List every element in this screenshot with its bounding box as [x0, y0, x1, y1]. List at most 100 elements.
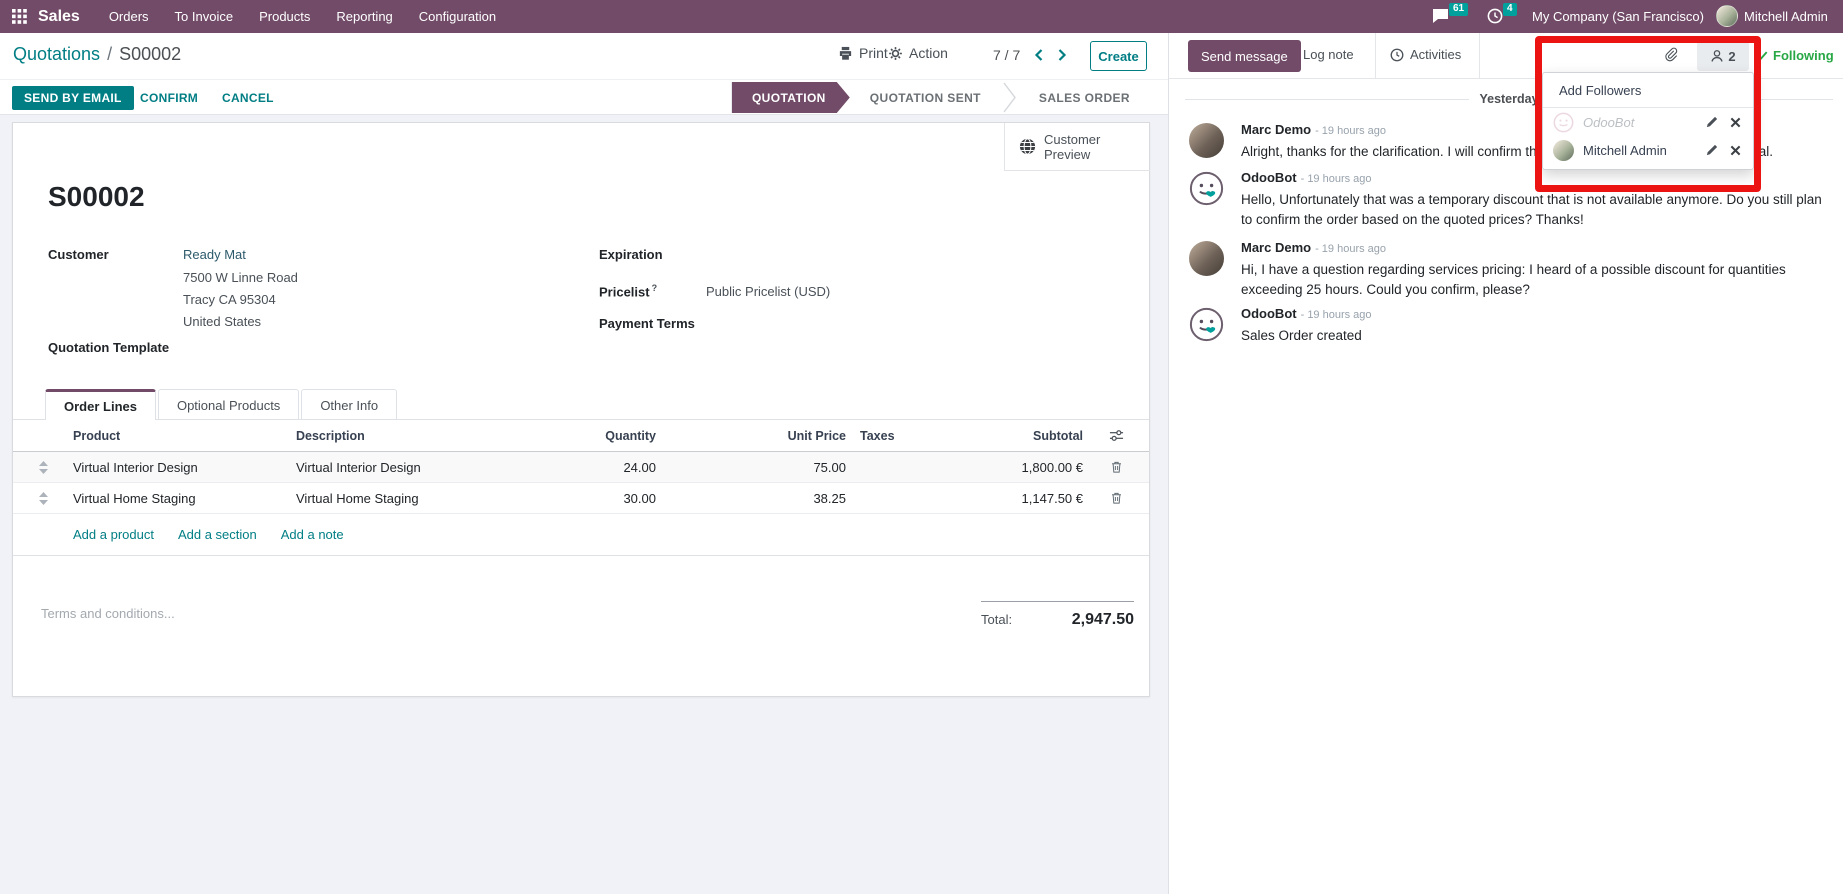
printer-icon — [839, 46, 852, 60]
cell-quantity[interactable]: 30.00 — [623, 490, 656, 506]
follower-row-odoobot[interactable]: OdooBot — [1543, 108, 1753, 136]
user-menu[interactable]: Mitchell Admin — [1744, 9, 1828, 24]
col-product[interactable]: Product — [73, 428, 121, 443]
cell-unit-price[interactable]: 38.25 — [813, 490, 846, 506]
terms-placeholder[interactable]: Terms and conditions... — [41, 606, 175, 621]
followers-button[interactable]: 2 — [1697, 41, 1749, 71]
quotation-sheet: Customer Preview S00002 Customer Ready M… — [12, 122, 1150, 697]
odoobot-avatar — [1189, 307, 1224, 342]
menu-configuration[interactable]: Configuration — [418, 9, 497, 24]
pricelist-value[interactable]: Public Pricelist (USD) — [706, 284, 831, 299]
col-description[interactable]: Description — [296, 428, 365, 443]
follower-name: Mitchell Admin — [1583, 142, 1667, 158]
cell-product[interactable]: Virtual Interior Design — [73, 459, 198, 475]
print-button[interactable]: Print — [838, 45, 888, 61]
activities-button[interactable]: Activities — [1390, 47, 1461, 62]
confirm-button[interactable]: CONFIRM — [140, 86, 198, 110]
breadcrumb-quotations[interactable]: Quotations — [13, 44, 101, 64]
pager-next-icon[interactable] — [1056, 48, 1068, 62]
add-note-link[interactable]: Add a note — [280, 527, 344, 542]
apps-grid-icon[interactable] — [0, 0, 38, 33]
tab-optional-products[interactable]: Optional Products — [157, 389, 300, 420]
following-button[interactable]: Following — [1756, 48, 1834, 63]
col-quantity[interactable]: Quantity — [605, 428, 656, 443]
odoobot-avatar — [1189, 171, 1224, 206]
expiration-label: Expiration — [599, 247, 663, 262]
menu-to-invoice[interactable]: To Invoice — [174, 9, 234, 24]
message: OdooBot - 19 hours ago Hello, Unfortunate… — [1189, 169, 1824, 230]
cell-quantity[interactable]: 24.00 — [623, 459, 656, 475]
cell-subtotal: 1,800.00 € — [1021, 459, 1083, 475]
activities-clock-icon[interactable] — [1487, 8, 1503, 24]
attachment-paperclip-icon[interactable] — [1663, 46, 1681, 65]
toolbar-separator — [1479, 33, 1480, 79]
add-followers-item[interactable]: Add Followers — [1559, 83, 1642, 98]
state-sales-order[interactable]: SALES ORDER — [1038, 90, 1130, 105]
send-by-email-button[interactable]: SEND BY EMAIL — [12, 86, 134, 110]
message-author[interactable]: OdooBot — [1241, 170, 1297, 185]
cell-unit-price[interactable]: 75.00 — [813, 459, 846, 475]
remove-follower-icon[interactable] — [1730, 145, 1741, 156]
message-time: - 19 hours ago — [1315, 243, 1387, 255]
col-unit-price[interactable]: Unit Price — [787, 428, 846, 443]
cell-product[interactable]: Virtual Home Staging — [73, 490, 196, 506]
cell-description[interactable]: Virtual Interior Design — [296, 459, 421, 475]
followers-count: 2 — [1728, 48, 1736, 64]
state-quotation-sent[interactable]: QUOTATION SENT — [869, 90, 981, 105]
messages-icon[interactable] — [1432, 8, 1449, 24]
customer-preview-button[interactable]: Customer Preview — [1004, 123, 1150, 171]
state-chevron-icon — [1003, 82, 1017, 113]
drag-handle-icon[interactable] — [13, 491, 73, 505]
quotation-template-label: Quotation Template — [48, 340, 170, 355]
create-button[interactable]: Create — [1090, 41, 1147, 71]
table-row[interactable]: Virtual Home Staging Virtual Home Stagin… — [13, 483, 1149, 514]
payment-terms-label: Payment Terms — [599, 316, 695, 331]
state-quotation[interactable]: QUOTATION — [732, 82, 850, 113]
follower-row-mitchell-admin[interactable]: Mitchell Admin — [1543, 136, 1753, 164]
tab-other-info[interactable]: Other Info — [301, 389, 398, 420]
cancel-button[interactable]: CANCEL — [222, 86, 274, 110]
col-subtotal[interactable]: Subtotal — [1033, 428, 1083, 443]
col-taxes[interactable]: Taxes — [860, 428, 895, 443]
message-author[interactable]: OdooBot — [1241, 306, 1297, 321]
remove-follower-icon[interactable] — [1730, 117, 1741, 128]
add-section-link[interactable]: Add a section — [177, 527, 257, 542]
log-note-button[interactable]: Log note — [1303, 47, 1354, 62]
add-product-link[interactable]: Add a product — [73, 527, 154, 542]
total-value: 2,947.50 — [1071, 611, 1134, 628]
message-time: - 19 hours ago — [1300, 309, 1372, 321]
menu-reporting[interactable]: Reporting — [336, 9, 393, 24]
user-avatar[interactable] — [1716, 5, 1738, 27]
edit-follower-icon[interactable] — [1706, 116, 1718, 128]
cell-description[interactable]: Virtual Home Staging — [296, 490, 419, 506]
tab-order-lines[interactable]: Order Lines — [45, 389, 156, 420]
message-author[interactable]: Marc Demo — [1241, 122, 1312, 137]
delete-row-icon[interactable] — [1083, 460, 1149, 474]
send-message-button[interactable]: Send message — [1188, 40, 1301, 72]
menu-orders[interactable]: Orders — [108, 9, 149, 24]
pager-previous-icon[interactable] — [1033, 48, 1045, 62]
person-icon — [1711, 50, 1723, 62]
menu-products[interactable]: Products — [259, 9, 311, 24]
day-divider-label: Yesterday — [1479, 92, 1539, 106]
edit-follower-icon[interactable] — [1706, 144, 1718, 156]
check-icon — [1756, 51, 1768, 61]
message-time: - 19 hours ago — [1315, 125, 1387, 137]
marc-demo-avatar — [1189, 123, 1224, 158]
action-button[interactable]: Action — [888, 45, 948, 61]
activities-badge: 4 — [1503, 3, 1517, 16]
statusbar-row: SEND BY EMAIL CONFIRM CANCEL QUOTATION Q… — [0, 79, 1168, 115]
app-name[interactable]: Sales — [38, 7, 80, 25]
company-switcher[interactable]: My Company (San Francisco) — [1532, 9, 1704, 24]
mitchell-admin-avatar — [1553, 139, 1574, 161]
table-row[interactable]: Virtual Interior Design Virtual Interior… — [13, 452, 1149, 483]
chatter-panel: Send message Log note Activities 2 Follo… — [1168, 33, 1843, 894]
total-label: Total: — [981, 612, 1013, 627]
message-author[interactable]: Marc Demo — [1241, 240, 1312, 255]
optional-columns-icon[interactable] — [1083, 428, 1149, 443]
customer-value[interactable]: Ready Mat — [183, 247, 246, 262]
drag-handle-icon[interactable] — [13, 460, 73, 474]
delete-row-icon[interactable] — [1083, 491, 1149, 505]
notebook-tabs: Order Lines Optional Products Other Info — [45, 389, 398, 420]
status-widget: QUOTATION QUOTATION SENT SALES ORDER — [730, 82, 1150, 113]
